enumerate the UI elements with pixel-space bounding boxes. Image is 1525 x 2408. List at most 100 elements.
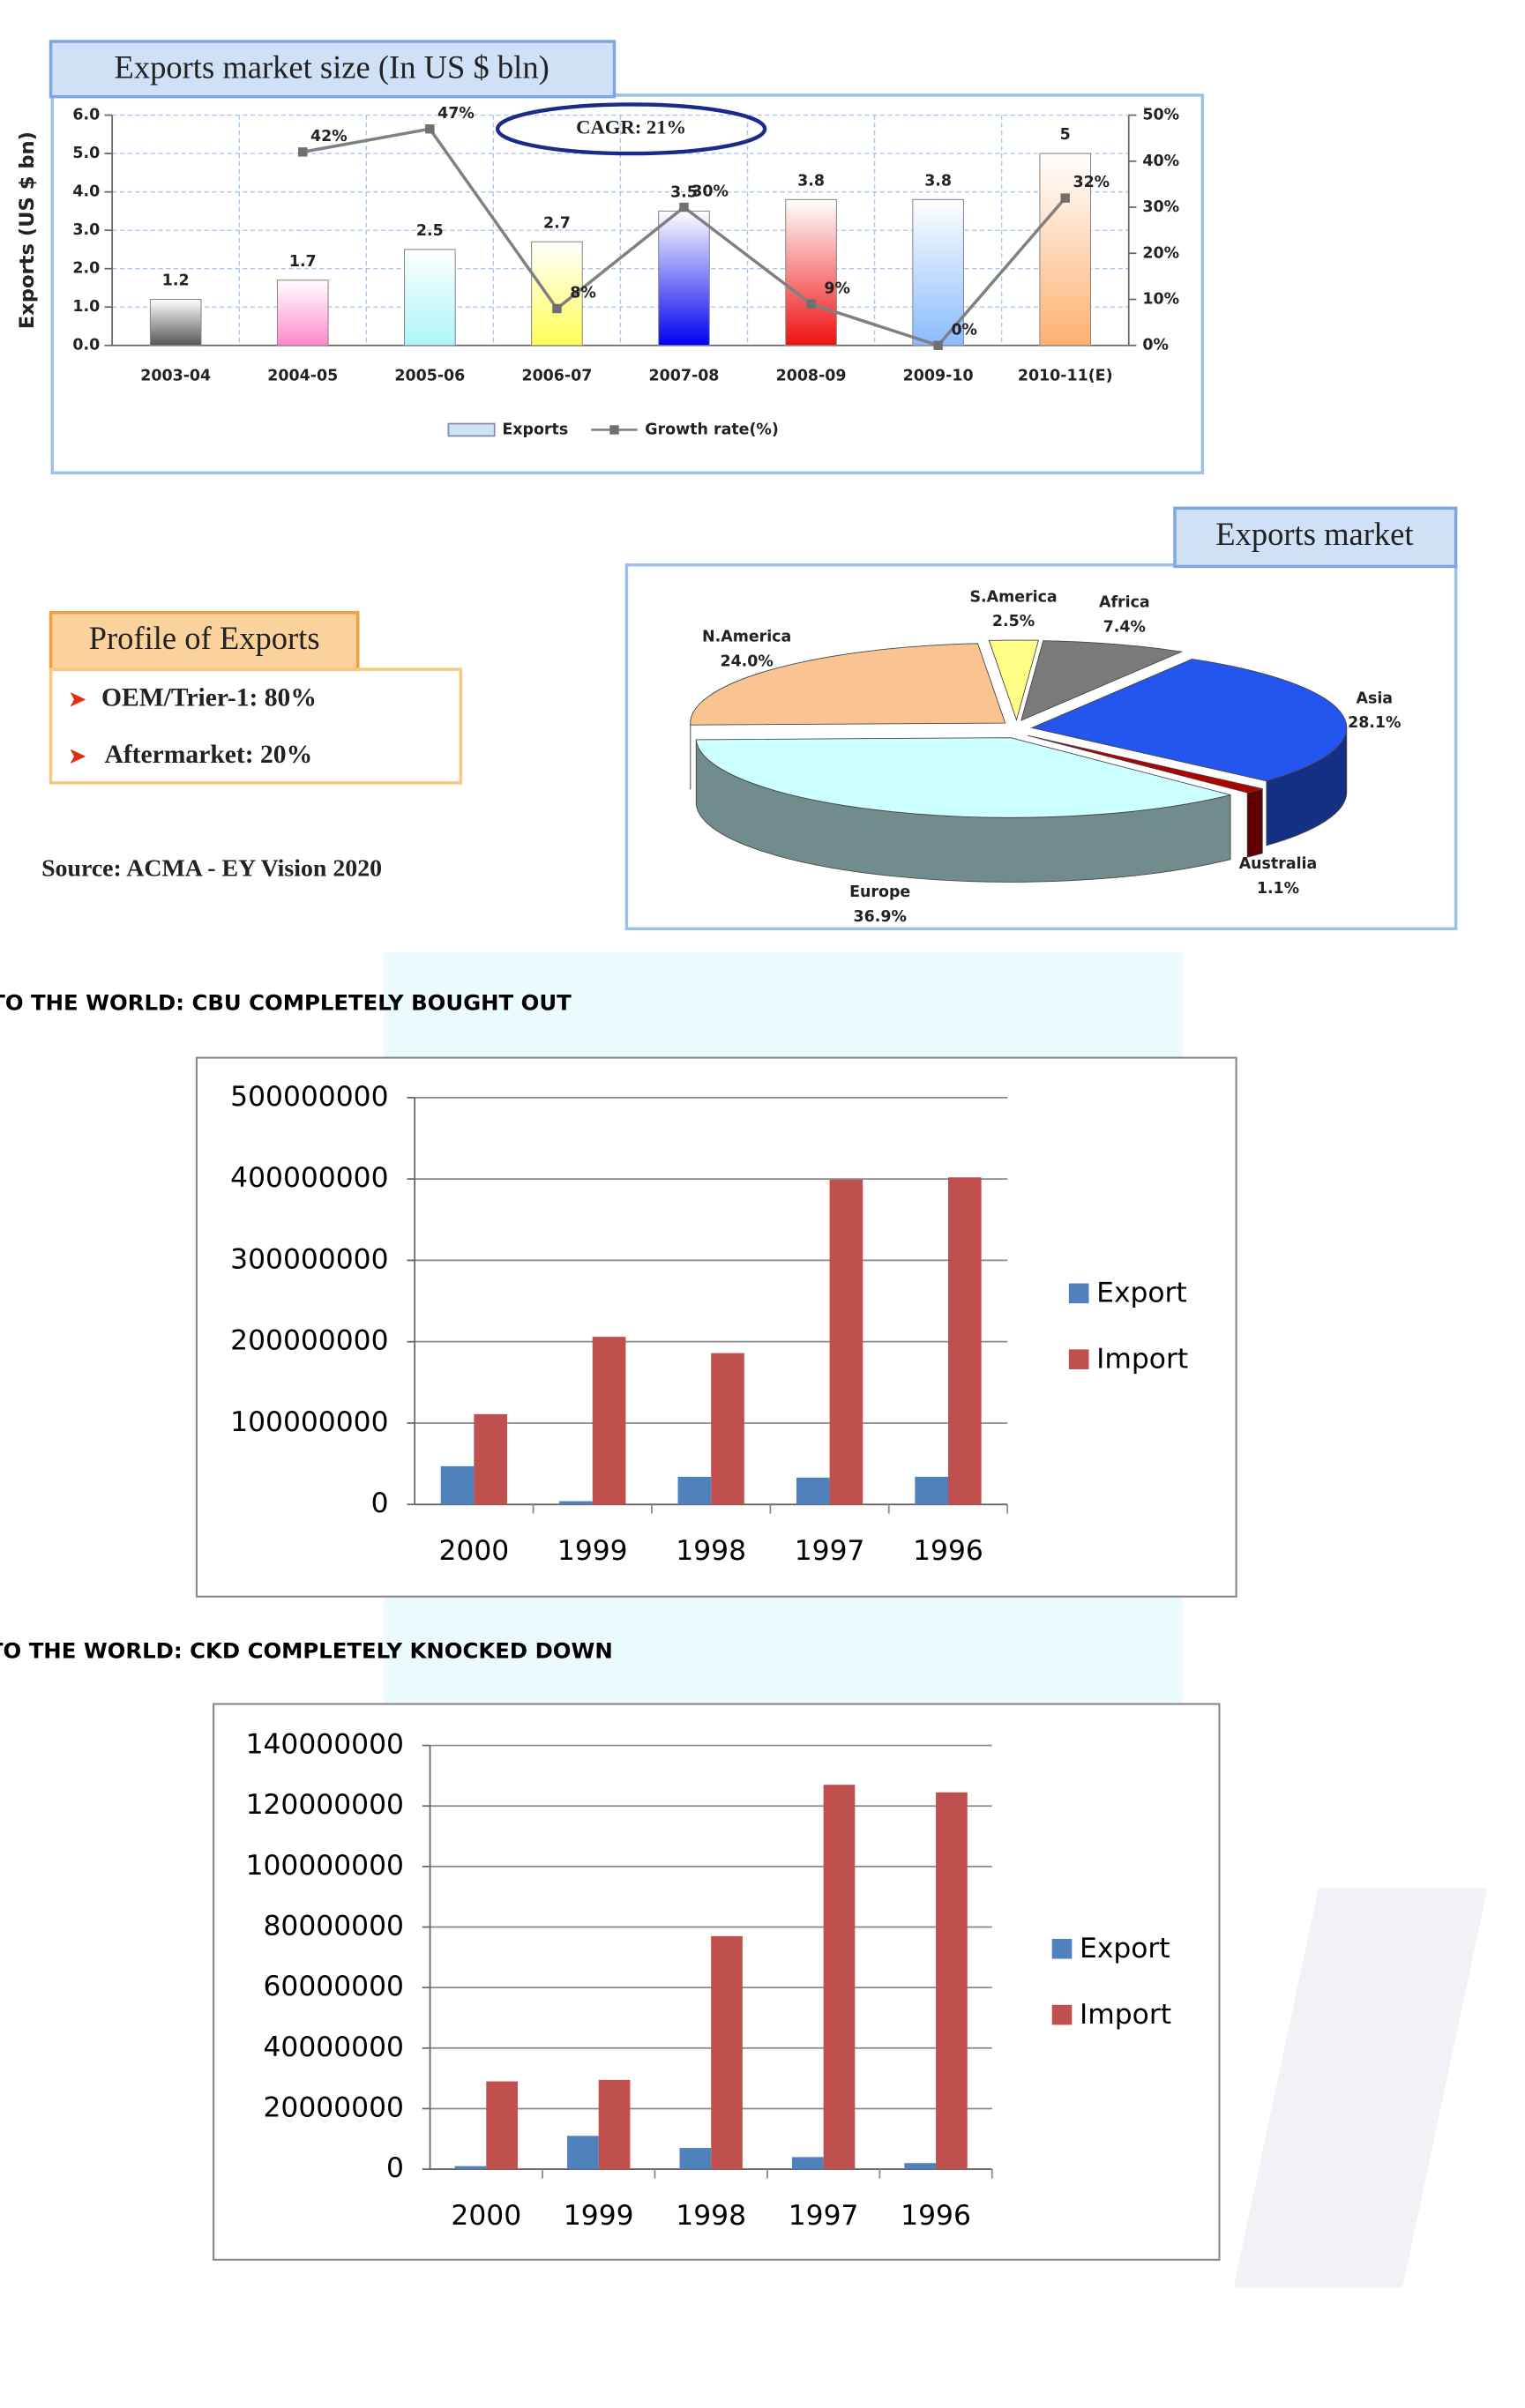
bullet: ➤ — [68, 743, 87, 770]
y-tick-label: 80000000 — [263, 1911, 403, 1942]
pie-label: Europe — [849, 883, 910, 901]
y-tick-label: 0 — [386, 2152, 404, 2184]
annotation-ellipse — [495, 102, 767, 156]
bar — [785, 198, 837, 347]
pie-value-label: 1.1% — [1257, 880, 1299, 898]
panel — [50, 93, 1205, 474]
pie-slice — [988, 639, 1039, 722]
x-tick-label: 2006-07 — [521, 368, 592, 385]
line-marker — [425, 124, 435, 134]
bar — [947, 1177, 982, 1505]
bar — [711, 1935, 743, 2170]
data-label: 47% — [437, 105, 475, 123]
x-tick-label: 2000 — [438, 1535, 509, 1567]
legend-label: Exports — [502, 421, 568, 438]
data-label: 3.8 — [797, 172, 825, 190]
data-label: 8% — [570, 285, 596, 302]
y-tick-label: 40000000 — [263, 2032, 403, 2063]
data-label: 2.5 — [416, 222, 444, 240]
profile-title-box — [49, 610, 360, 671]
bar — [658, 210, 710, 347]
line-marker — [1060, 193, 1070, 203]
y-tick-label: 2.0 — [72, 260, 100, 278]
bar — [454, 2166, 487, 2170]
y2-tick-label: 30% — [1142, 198, 1179, 216]
pie-value-label: 2.5% — [992, 613, 1035, 630]
x-tick-label: 2004-05 — [267, 368, 338, 385]
y2-tick-label: 0% — [1142, 337, 1169, 354]
data-label: 3.5 — [670, 184, 698, 202]
pie-value-label: 28.1% — [1348, 714, 1401, 732]
data-label: 9% — [824, 280, 850, 297]
y-tick-label: 5.0 — [72, 145, 100, 162]
x-tick-label: 2009-10 — [903, 368, 974, 385]
line-marker — [933, 340, 943, 350]
y-tick-label: 140000000 — [246, 1729, 404, 1761]
data-label: 32% — [1073, 174, 1110, 191]
pie-value-label: 36.9% — [853, 908, 906, 926]
legend-label: Growth rate(%) — [645, 421, 779, 438]
pie-label: N.America — [702, 629, 791, 646]
line-marker — [679, 202, 689, 212]
profile-title: Profile of Exports — [89, 620, 320, 656]
pie-label: S.America — [969, 588, 1057, 606]
bar — [677, 1476, 712, 1505]
legend-swatch — [1068, 1349, 1089, 1370]
chart-title: TO THE WORLD: CBU COMPLETELY BOUGHT OUT — [0, 990, 572, 1016]
pie-label: Asia — [1357, 690, 1394, 707]
profile-item: Aftermarket: 20% — [104, 741, 312, 769]
bar — [598, 2079, 631, 2170]
legend-marker — [609, 425, 619, 435]
y-tick-label: 3.0 — [72, 221, 100, 239]
pie-slice — [1028, 734, 1263, 794]
y2-tick-label: 20% — [1142, 244, 1179, 262]
y-tick-label: 60000000 — [263, 1971, 403, 2002]
data-label: 3.8 — [924, 172, 952, 190]
bar — [912, 198, 964, 347]
y-tick-label: 100000000 — [246, 1850, 404, 1882]
chart-title: Exports market size (In US $ bln) — [114, 48, 549, 85]
y-tick-label: 500000000 — [230, 1081, 388, 1113]
pie-value-label: 24.0% — [720, 652, 773, 670]
y2-tick-label: 40% — [1142, 153, 1179, 170]
data-label: 2.7 — [543, 214, 571, 232]
watermark-shape — [1233, 1888, 1488, 2288]
data-label: 30% — [691, 183, 729, 201]
bar — [915, 1476, 948, 1505]
data-label: 1.7 — [289, 253, 317, 271]
data-label: 5 — [1060, 126, 1071, 144]
legend-label: Export — [1080, 1933, 1170, 1964]
pie-slice — [695, 737, 1231, 818]
x-tick-label: 1998 — [676, 2200, 746, 2232]
source: Source: ACMA - EY Vision 2020 — [41, 855, 382, 883]
data-label: 42% — [310, 128, 348, 145]
x-tick-label: 2003-04 — [140, 368, 211, 385]
pie-side — [1246, 787, 1263, 858]
line-marker — [298, 147, 308, 157]
x-tick-label: 2008-09 — [776, 368, 847, 385]
line-marker — [806, 299, 816, 309]
chart-title: Exports market — [1215, 516, 1413, 552]
y-axis-label: Exports (US $ bn) — [16, 131, 39, 329]
pie-slice — [1020, 640, 1184, 721]
x-tick-label: 1996 — [913, 1535, 983, 1567]
x-tick-label: 1999 — [564, 2200, 634, 2232]
y-tick-label: 0.0 — [72, 337, 100, 354]
x-tick-label: 1999 — [557, 1535, 628, 1567]
bar — [559, 1501, 593, 1505]
profile-item: OEM/Trier-1: 80% — [101, 684, 317, 712]
x-tick-label: 2005-06 — [394, 368, 465, 385]
pie-label: Australia — [1239, 855, 1318, 873]
pie-slice — [690, 643, 1006, 726]
bar — [829, 1180, 863, 1505]
bullet: ➤ — [68, 686, 87, 712]
bar — [823, 1785, 856, 2170]
y-tick-label: 300000000 — [230, 1243, 388, 1275]
y-tick-label: 6.0 — [72, 107, 100, 124]
x-tick-label: 1997 — [789, 2200, 859, 2232]
bar — [796, 1477, 830, 1505]
x-tick-label: 2000 — [451, 2200, 521, 2232]
bar — [1039, 153, 1092, 347]
y-tick-label: 0 — [371, 1487, 389, 1519]
bar — [567, 2136, 599, 2170]
